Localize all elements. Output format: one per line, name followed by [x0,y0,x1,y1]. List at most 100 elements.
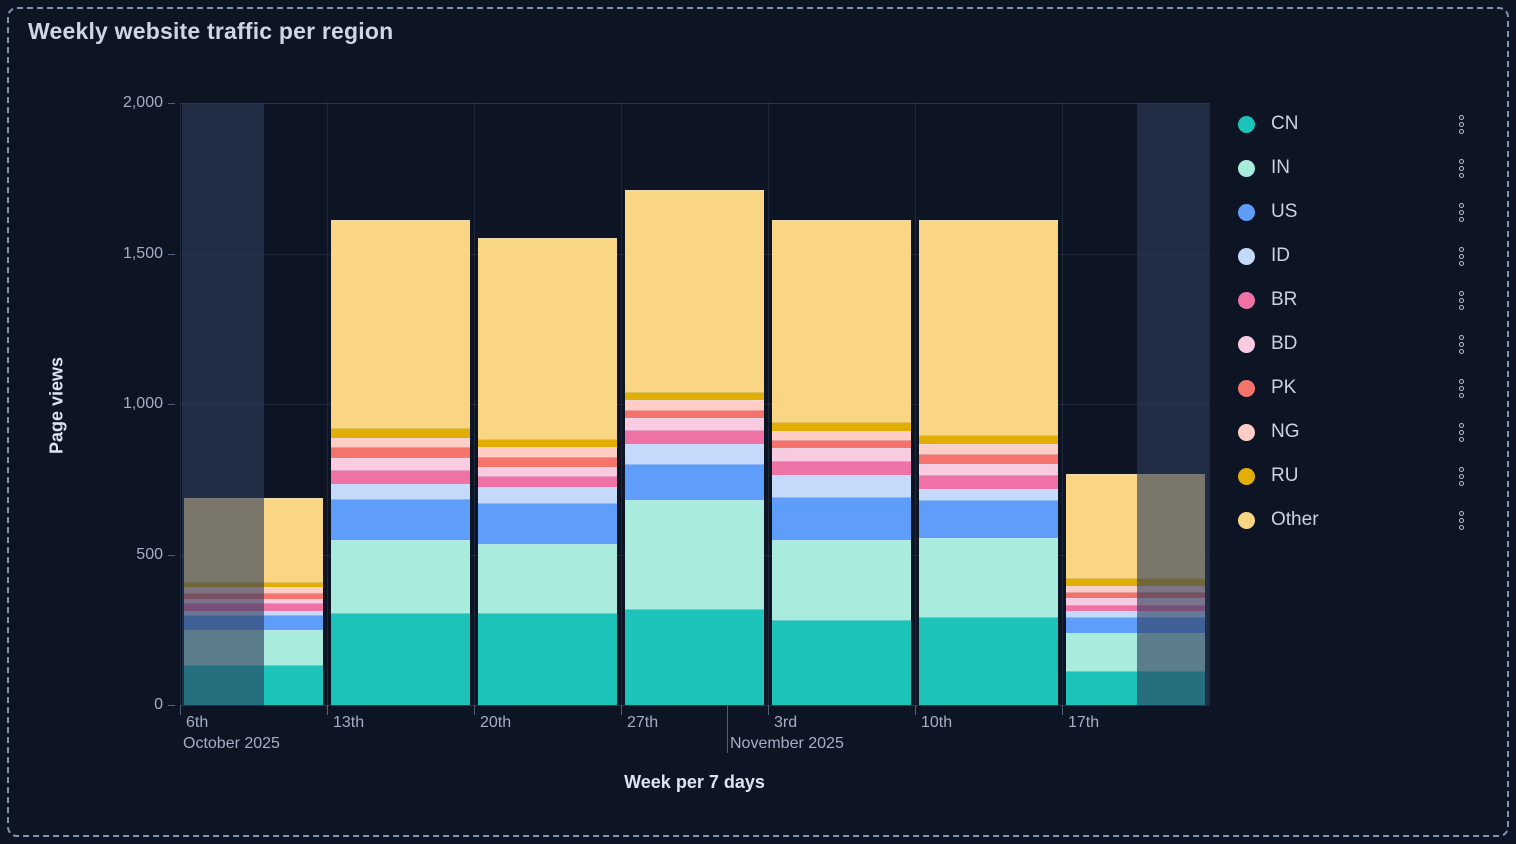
bar-segment-id-3rd[interactable] [772,475,911,497]
bar-column-10th [919,220,1058,705]
bar-segment-ru-27th[interactable] [625,392,764,400]
legend-item-in[interactable]: IN [1238,146,1478,190]
bar-segment-cn-20th[interactable] [478,612,617,705]
bar-segment-br-13th[interactable] [331,469,470,485]
bar-segment-bd-3rd[interactable] [772,448,911,461]
bar-segment-bd-20th[interactable] [478,466,617,476]
bar-segment-in-10th[interactable] [919,537,1058,617]
bar-segment-br-20th[interactable] [478,475,617,487]
bar-segment-us-3rd[interactable] [772,496,911,541]
legend-item-br[interactable]: BR [1238,278,1478,322]
kebab-dots-icon[interactable] [1455,111,1468,138]
bar-segment-ng-17th[interactable] [1066,586,1205,592]
gridline-vertical [327,103,328,705]
legend-item-bd[interactable]: BD [1238,322,1478,366]
bar-segment-ng-27th[interactable] [625,399,764,410]
bar-segment-ru-13th[interactable] [331,427,470,438]
kebab-dots-icon[interactable] [1455,243,1468,270]
bar-segment-in-13th[interactable] [331,539,470,614]
gridline-vertical [474,103,475,705]
bar-segment-ng-10th[interactable] [919,444,1058,455]
gridline-vertical [915,103,916,705]
kebab-dots-icon[interactable] [1455,507,1468,534]
kebab-dots-icon[interactable] [1455,419,1468,446]
bar-segment-pk-3rd[interactable] [772,439,911,449]
kebab-dots-icon[interactable] [1455,199,1468,226]
bar-segment-br-27th[interactable] [625,429,764,445]
bar-segment-ru-10th[interactable] [919,435,1058,445]
y-axis-tick-label: 2,000 [122,94,163,111]
bar-segment-pk-20th[interactable] [478,457,617,467]
legend-item-other[interactable]: Other [1238,498,1478,542]
bar-segment-cn-3rd[interactable] [772,620,911,705]
legend-item-pk[interactable]: PK [1238,366,1478,410]
legend-item-label: BR [1271,289,1298,310]
legend-item-label: IN [1271,157,1290,178]
bar-segment-ru-20th[interactable] [478,438,617,447]
legend-color-dot [1238,511,1255,529]
bar-segment-other-3rd[interactable] [772,219,911,422]
bar-segment-bd-13th[interactable] [331,458,470,470]
partial-bucket-overlay [1137,103,1209,705]
y-axis-tick-label: 1,500 [122,244,163,262]
legend-item-ng[interactable]: NG [1238,410,1478,454]
bar-segment-other-10th[interactable] [919,220,1058,436]
kebab-dots-icon[interactable] [1455,287,1468,314]
bar-segment-id-13th[interactable] [331,484,470,499]
x-axis-tick-label: 10th [921,714,953,731]
bar-segment-id-27th[interactable] [625,444,764,464]
kebab-dots-icon[interactable] [1455,463,1468,490]
bar-segment-other-13th[interactable] [331,220,470,428]
x-axis-tick-label: 6th [186,714,209,731]
bar-segment-in-20th[interactable] [478,543,617,613]
plot-top-border [180,103,1209,104]
bar-segment-us-27th[interactable] [625,463,764,501]
legend-item-label: CN [1271,113,1299,134]
bar-segment-pk-27th[interactable] [625,409,764,418]
x-axis-tick-label: 27th [627,714,659,731]
y-axis-tick [168,103,175,104]
legend-color-dot [1238,247,1255,265]
x-axis-line [180,705,1209,706]
legend-item-us[interactable]: US [1238,190,1478,234]
bar-segment-us-10th[interactable] [919,500,1058,538]
bar-segment-br-3rd[interactable] [772,460,911,476]
y-axis-tick [168,404,175,405]
bar-segment-pk-17th[interactable] [1066,591,1205,599]
bar-segment-id-20th[interactable] [478,486,617,504]
bar-segment-pk-13th[interactable] [331,446,470,459]
x-axis-title: Week per 7 days [624,772,765,792]
bar-segment-cn-27th[interactable] [625,609,764,705]
bar-segment-other-27th[interactable] [625,189,764,393]
bar-segment-id-17th[interactable] [1066,610,1205,618]
gridline-vertical [1209,103,1210,705]
legend-item-ru[interactable]: RU [1238,454,1478,498]
bar-segment-ng-20th[interactable] [478,446,617,458]
bar-segment-us-20th[interactable] [478,503,617,544]
bar-segment-other-20th[interactable] [478,238,617,439]
kebab-dots-icon[interactable] [1455,331,1468,358]
bar-segment-ru-3rd[interactable] [772,421,911,431]
bar-segment-br-17th[interactable] [1066,604,1205,611]
bar-segment-in-27th[interactable] [625,500,764,610]
bar-segment-ng-3rd[interactable] [772,430,911,440]
legend-item-id[interactable]: ID [1238,234,1478,278]
bar-segment-bd-10th[interactable] [919,464,1058,476]
bar-segment-ng-13th[interactable] [331,437,470,447]
bar-segment-us-13th[interactable] [331,498,470,540]
legend-item-label: US [1271,201,1298,222]
bar-segment-br-10th[interactable] [919,475,1058,490]
bar-segment-cn-13th[interactable] [331,613,470,705]
bar-segment-cn-10th[interactable] [919,616,1058,705]
x-axis-tick [474,705,475,715]
bar-segment-ru-17th[interactable] [1066,578,1205,587]
bar-segment-pk-10th[interactable] [919,454,1058,465]
kebab-dots-icon[interactable] [1455,155,1468,182]
bar-segment-bd-17th[interactable] [1066,598,1205,605]
bar-segment-id-10th[interactable] [919,489,1058,501]
month-boundary-tick [727,705,728,753]
bar-segment-in-3rd[interactable] [772,540,911,621]
legend-item-cn[interactable]: CN [1238,102,1478,146]
kebab-dots-icon[interactable] [1455,375,1468,402]
bar-segment-bd-27th[interactable] [625,417,764,430]
